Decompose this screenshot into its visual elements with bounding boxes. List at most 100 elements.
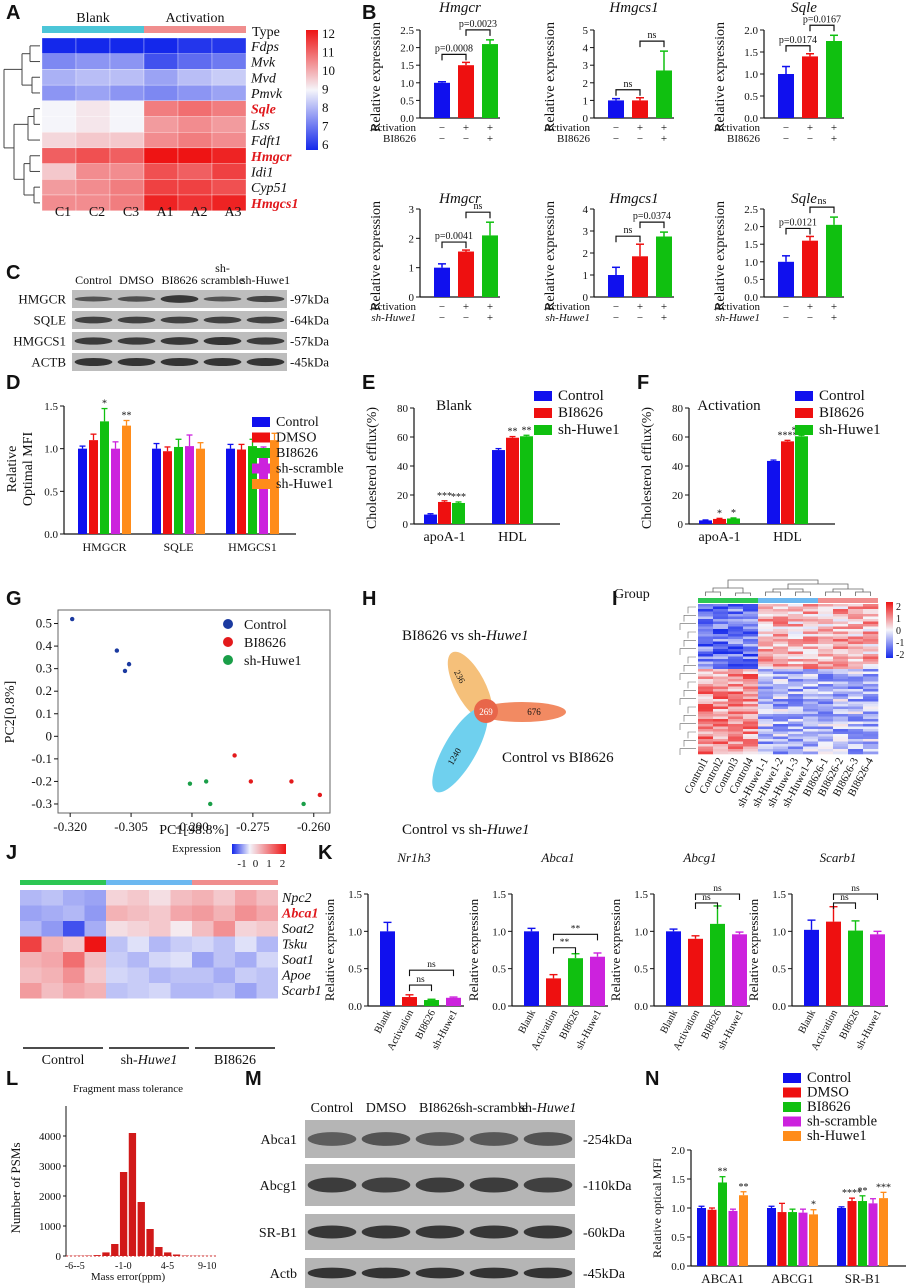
k-category-label: Blank bbox=[659, 1008, 681, 1036]
heatmap-cell bbox=[235, 921, 257, 937]
colorbar-j bbox=[232, 844, 286, 854]
b-y-tick-label: 1.5 bbox=[400, 60, 414, 72]
heatmap-cell bbox=[20, 983, 42, 999]
heatmap-cell bbox=[177, 53, 213, 70]
heatmap-cell bbox=[788, 741, 804, 745]
venn-count-center: 269 bbox=[479, 707, 493, 717]
heatmap-cell bbox=[143, 37, 179, 54]
heatmap-cell bbox=[833, 739, 849, 742]
panel-g-pca-scatter: -0.320 -0.305 -0.290 -0.275 -0.260 0.5 0.4 0.3 0… bbox=[3, 609, 331, 838]
heatmap-cell bbox=[848, 629, 864, 632]
heatmap-cell bbox=[170, 890, 192, 906]
heatmap-cell bbox=[127, 921, 149, 937]
bar bbox=[795, 436, 808, 524]
heatmap-cell bbox=[848, 744, 864, 747]
heatmap-cell bbox=[20, 921, 42, 937]
heatmap-cell bbox=[149, 890, 171, 906]
panel-e-bar-chart: 0 20 40 60 80 *** *** apoA-1 ** ** HDL Cholesterol … bbox=[365, 388, 620, 545]
heatmap-cell bbox=[803, 729, 819, 732]
heatmap-cell bbox=[713, 646, 729, 650]
heatmap-cell bbox=[728, 739, 744, 742]
heatmap-cell bbox=[713, 689, 729, 692]
heatmap-cell bbox=[863, 686, 879, 690]
heatmap-cell bbox=[743, 639, 759, 642]
column-label: C3 bbox=[123, 205, 139, 220]
heatmap-cell bbox=[848, 721, 864, 725]
blot-band bbox=[415, 1267, 465, 1279]
heatmap-cell bbox=[773, 689, 789, 692]
heatmap-cell bbox=[803, 684, 819, 687]
treatment-sign: − bbox=[613, 122, 619, 134]
heatmap-cell bbox=[728, 649, 744, 652]
bar bbox=[848, 930, 863, 1006]
treatment-sign: − bbox=[807, 133, 813, 145]
heatmap-cell bbox=[848, 634, 864, 637]
bar bbox=[767, 1208, 776, 1266]
heatmap-cell bbox=[75, 37, 111, 54]
grouped-y-tick-label: 0.0 bbox=[671, 1261, 685, 1273]
heatmap-cell bbox=[728, 694, 744, 697]
heatmap-cell bbox=[713, 616, 729, 620]
heatmap-cell bbox=[848, 736, 864, 740]
blot-band bbox=[246, 337, 285, 345]
heatmap-cell bbox=[743, 624, 759, 627]
x-tick-label: -0.305 bbox=[114, 819, 148, 834]
blot-size-label: -45kDa bbox=[290, 355, 329, 370]
heatmap-cell bbox=[803, 604, 819, 607]
significance-label: ns bbox=[474, 201, 483, 212]
heatmap-cell bbox=[177, 100, 213, 117]
heatmap-cell bbox=[728, 744, 744, 747]
colorbar-tick: 7 bbox=[322, 119, 329, 134]
venn-label-italic: Huwe1 bbox=[486, 822, 530, 838]
b-y-tick-label: 1 bbox=[583, 95, 589, 107]
panel-j-heatmap: Expression -1 0 1 2 Npc2Abca1Soat2TskuSoat1Ap… bbox=[20, 843, 322, 1068]
heatmap-cell bbox=[848, 706, 864, 710]
heatmap-cell bbox=[833, 656, 849, 660]
b-y-tick-label: 0.5 bbox=[744, 274, 758, 286]
treatment-sign: + bbox=[487, 312, 493, 324]
k-y-axis-label: Relative expression bbox=[746, 898, 761, 1001]
heatmap-cell bbox=[713, 701, 729, 705]
heatmap-cell bbox=[803, 659, 819, 662]
blot-size-label: -254kDa bbox=[583, 1133, 633, 1148]
significance-label: ns bbox=[702, 893, 711, 903]
heatmap-cell bbox=[773, 606, 789, 610]
heatmap-cell bbox=[63, 890, 85, 906]
heatmap-cell bbox=[728, 699, 744, 702]
heatmap-cell bbox=[149, 921, 171, 937]
treatment-sign: − bbox=[613, 312, 619, 324]
heatmap-cell bbox=[728, 644, 744, 647]
heatmap-cell bbox=[758, 711, 774, 715]
heatmap-cell bbox=[788, 651, 804, 655]
heatmap-cell bbox=[728, 746, 744, 750]
b-plot-title: Sqle bbox=[791, 0, 817, 16]
blot-band bbox=[307, 1267, 357, 1279]
heatmap-cell bbox=[743, 641, 759, 645]
heatmap-cell bbox=[833, 726, 849, 730]
heatmap-cell bbox=[788, 731, 804, 735]
heatmap-cell bbox=[63, 905, 85, 921]
heatmap-cell bbox=[713, 721, 729, 725]
heatmap-cell bbox=[833, 664, 849, 667]
colorbar-tick: 11 bbox=[322, 45, 335, 60]
heatmap-cell bbox=[698, 621, 714, 625]
heatmap-cell bbox=[833, 606, 849, 610]
bar bbox=[270, 440, 279, 534]
significance-stars: ** bbox=[508, 427, 518, 438]
heatmap-cell bbox=[256, 936, 278, 952]
heatmap-cell bbox=[758, 699, 774, 702]
legend-label: sh-scramble bbox=[276, 462, 344, 477]
heatmap-cell bbox=[788, 604, 804, 607]
heatmap-cell bbox=[803, 724, 819, 727]
heatmap-cell bbox=[758, 681, 774, 685]
blot-band bbox=[307, 1225, 357, 1239]
heatmap-cell bbox=[803, 691, 819, 695]
chart-title: Blank bbox=[436, 398, 472, 414]
heatmap-cell bbox=[758, 631, 774, 635]
heatmap-cell bbox=[773, 709, 789, 712]
group-name-italic: Huwe1 bbox=[137, 1053, 178, 1068]
category-label: apoA-1 bbox=[424, 530, 466, 545]
heatmap-cell bbox=[743, 661, 759, 665]
y-tick-label: 0.1 bbox=[36, 706, 52, 721]
significance-label: ns bbox=[648, 30, 657, 41]
